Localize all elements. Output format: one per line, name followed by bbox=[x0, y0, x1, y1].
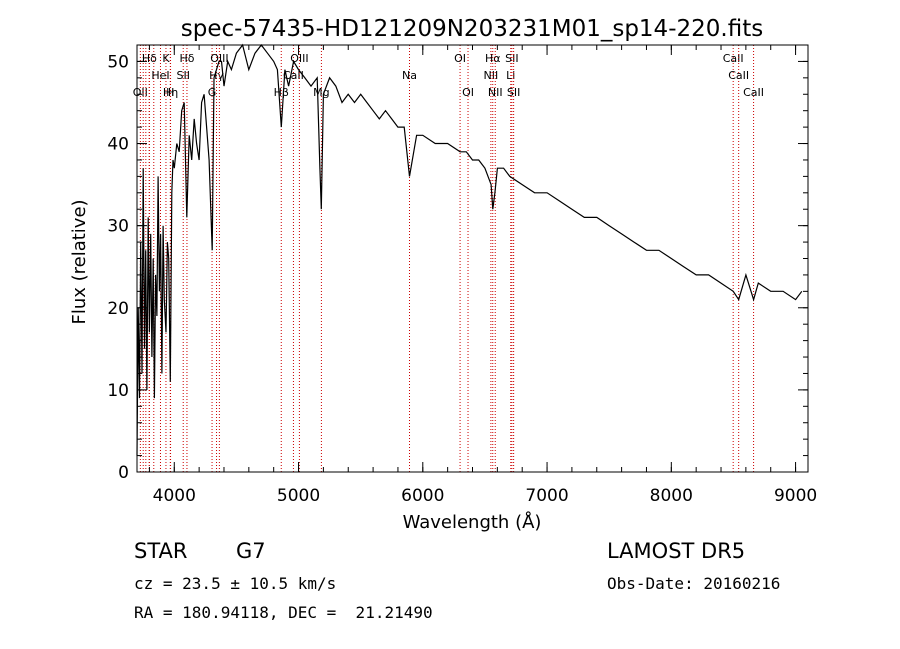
chart-title: spec-57435-HD121209N203231M01_sp14-220.f… bbox=[181, 16, 763, 42]
line-marker-label: OIII bbox=[210, 52, 228, 65]
line-marker-label: Mg bbox=[313, 86, 329, 99]
line-marker-label: H bbox=[166, 86, 174, 99]
y-tick-label: 10 bbox=[107, 381, 129, 401]
line-marker-label: SII bbox=[507, 86, 520, 99]
line-marker-label: CaII bbox=[728, 69, 749, 82]
line-marker-label: Na bbox=[402, 69, 417, 82]
y-tick-label: 50 bbox=[107, 52, 129, 72]
line-marker-label: G bbox=[208, 86, 217, 99]
line-marker-label: CaII bbox=[283, 69, 304, 82]
x-tick-label: 9000 bbox=[774, 486, 817, 506]
line-marker-label: OIII bbox=[290, 52, 308, 65]
line-marker-label: Hδ bbox=[179, 52, 194, 65]
y-tick-label: 40 bbox=[107, 135, 129, 155]
line-marker-label: Hη bbox=[163, 86, 178, 99]
x-tick-label: 7000 bbox=[525, 486, 568, 506]
axis-layer: 4000 5000 6000 7000 8000 9000 0 10 20 30 40 50 bbox=[107, 44, 817, 506]
spectrum-layer bbox=[136, 43, 803, 456]
line-marker-label: CaII bbox=[723, 52, 744, 65]
coordinates: RA = 180.94118, DEC = 21.21490 bbox=[134, 603, 433, 622]
line-marker-label: K bbox=[162, 52, 170, 65]
y-axis-label: Flux (relative) bbox=[69, 199, 90, 324]
x-tick-label: 5000 bbox=[277, 486, 320, 506]
line-marker-label: OI bbox=[462, 86, 474, 99]
y-tick-label: 30 bbox=[107, 217, 129, 237]
x-axis-label: Wavelength (Å) bbox=[403, 511, 542, 533]
line-marker-label: SII bbox=[505, 52, 518, 65]
line-marker-label: SII bbox=[176, 69, 189, 82]
line-marker-label: NII bbox=[488, 86, 503, 99]
line-marker-label: Hβ bbox=[274, 86, 289, 99]
x-tick-label: 4000 bbox=[153, 486, 196, 506]
observation-date: Obs-Date: 20160216 bbox=[607, 574, 781, 593]
x-tick-label: 6000 bbox=[401, 486, 444, 506]
redshift-velocity: cz = 23.5 ± 10.5 km/s bbox=[134, 574, 337, 593]
line-marker-label: CaII bbox=[743, 86, 764, 99]
plot-frame bbox=[136, 44, 809, 473]
line-marker-label: OI bbox=[454, 52, 466, 65]
spectral-subclass: G7 bbox=[236, 539, 266, 563]
y-tick-label: 0 bbox=[118, 463, 129, 483]
line-marker-label: HeI bbox=[151, 69, 169, 82]
line-marker-label: Hα bbox=[485, 52, 501, 65]
survey-name: LAMOST DR5 bbox=[607, 539, 746, 563]
line-marker-label: Hδ bbox=[142, 52, 157, 65]
line-marker-label: Li bbox=[506, 69, 515, 82]
x-tick-label: 8000 bbox=[650, 486, 693, 506]
y-tick-label: 20 bbox=[107, 299, 129, 319]
line-marker-label: NII bbox=[484, 69, 499, 82]
line-marker-label: Hγ bbox=[209, 69, 224, 82]
object-type: STAR bbox=[134, 539, 188, 563]
spectrum-line bbox=[136, 43, 803, 456]
